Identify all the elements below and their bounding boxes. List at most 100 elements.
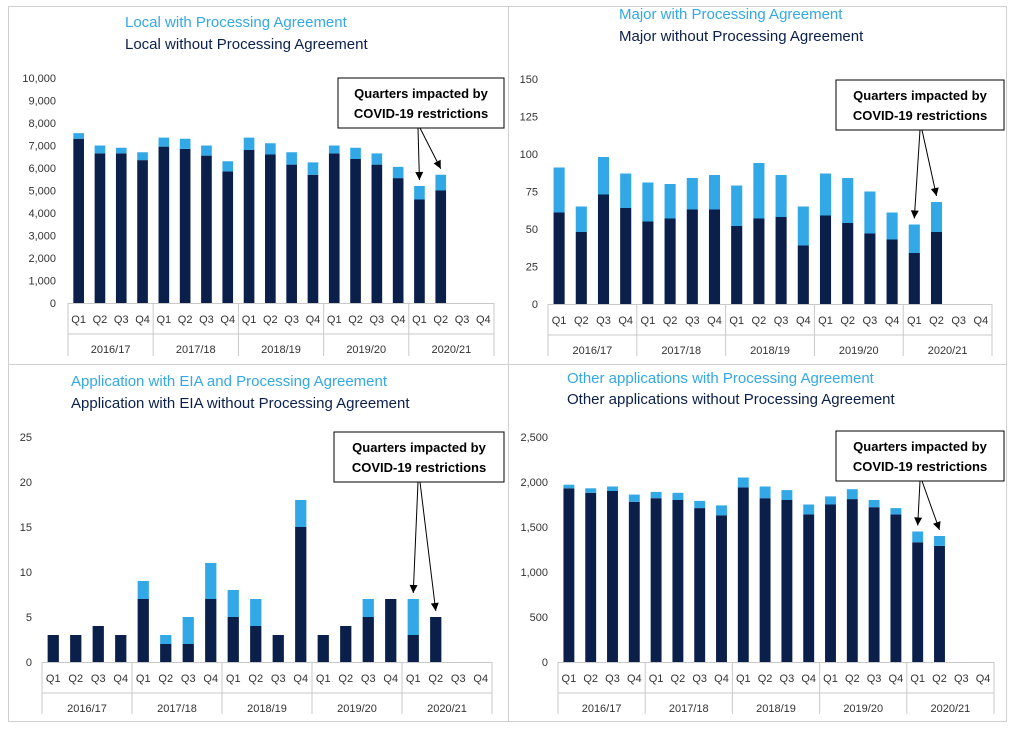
local-ytick-label: 3,000 (28, 231, 56, 243)
local-bar-without (179, 148, 191, 303)
other-ytick-label: 2,500 (520, 432, 548, 444)
other-bar-without (628, 501, 640, 662)
eia-quarter-label: Q2 (338, 673, 353, 685)
eia-title-without: Application with EIA without Processing … (71, 395, 410, 412)
major-quarter-label: Q3 (774, 315, 789, 327)
other-year-label: 2020/21 (931, 703, 971, 715)
local-bar-without (243, 150, 255, 303)
eia-year-label: 2019/20 (337, 703, 377, 715)
eia-quarter-label: Q1 (406, 673, 421, 685)
major-quarter-label: Q2 (840, 315, 855, 327)
local-year-label: 2019/20 (346, 344, 386, 356)
other-bar-without (825, 504, 836, 662)
other-quarter-label: Q2 (671, 673, 686, 685)
chart-major: Major with Processing Agreement Major wit… (520, 6, 1005, 357)
eia-quarter-label: Q1 (46, 673, 61, 685)
other-bar-without (934, 545, 945, 662)
major-quarter-label: Q3 (596, 315, 611, 327)
eia-callout-box (333, 431, 505, 483)
major-quarter-label: Q4 (707, 315, 722, 327)
major-bar-with (731, 185, 743, 226)
local-bar-without (265, 154, 276, 303)
other-callout-text: Quarters impacted by (853, 439, 987, 454)
local-bar-without (286, 164, 297, 303)
major-quarter-label: Q2 (574, 315, 589, 327)
other-bar-without (759, 498, 771, 662)
other-bar-without (781, 500, 793, 662)
eia-bar-without (250, 626, 262, 662)
local-quarter-label: Q3 (199, 314, 214, 326)
local-ytick-label: 7,000 (28, 141, 56, 153)
major-bar-with (642, 182, 654, 222)
major-ytick-label: 150 (520, 74, 538, 86)
eia-bar-with (362, 599, 374, 617)
local-bar-without (307, 174, 319, 303)
other-bar-with (672, 492, 684, 500)
other-bar-with (759, 486, 771, 499)
eia-bar-without (317, 635, 329, 662)
eia-year-label: 2017/18 (157, 703, 197, 715)
major-title-without: Major without Processing Agreement (619, 28, 864, 45)
local-bar-with (243, 137, 255, 150)
other-bar-with (737, 477, 749, 488)
major-bar-with (664, 184, 676, 219)
eia-callout-arrow (419, 481, 437, 612)
other-quarter-label: Q4 (714, 673, 729, 685)
major-bar-without (930, 232, 943, 304)
other-callout-arrowhead (933, 521, 941, 530)
major-ytick-label: 125 (520, 112, 538, 124)
major-bar-with (930, 202, 943, 232)
major-bar-with (753, 163, 765, 219)
eia-quarter-label: Q2 (68, 673, 83, 685)
other-title-with: Other applications with Processing Agree… (567, 370, 875, 387)
other-quarter-label: Q3 (692, 673, 707, 685)
eia-quarter-label: Q3 (361, 673, 376, 685)
other-quarter-label: Q1 (649, 673, 664, 685)
local-quarter-label: Q2 (93, 314, 108, 326)
local-bar-with (94, 145, 106, 154)
other-bar-with (694, 500, 706, 509)
major-bar-with (775, 175, 787, 217)
eia-ytick-label: 25 (20, 432, 32, 444)
other-bar-without (585, 492, 597, 662)
major-callout-arrowhead (930, 187, 939, 196)
major-bar-without (553, 212, 565, 304)
eia-callout-text: COVID-19 restrictions (352, 460, 486, 475)
local-quarter-label: Q3 (114, 314, 129, 326)
other-ytick-label: 1,500 (520, 522, 548, 534)
eia-callout-text: Quarters impacted by (352, 440, 486, 455)
other-bar-with (825, 496, 836, 505)
eia-bar-with (250, 599, 262, 626)
local-bar-with (328, 145, 340, 154)
eia-bar-without (407, 635, 419, 662)
eia-quarter-label: Q2 (428, 673, 443, 685)
eia-quarter-label: Q3 (271, 673, 286, 685)
eia-bar-without (47, 635, 59, 662)
major-bar-with (819, 173, 832, 216)
major-bar-without (708, 209, 721, 304)
major-bar-with (908, 224, 920, 253)
major-year-label: 2020/21 (928, 345, 968, 357)
eia-bar-without (430, 617, 442, 662)
eia-bar-without (182, 644, 194, 662)
major-bar-without (686, 209, 698, 304)
local-bar-with (265, 143, 276, 155)
eia-quarter-label: Q3 (451, 673, 466, 685)
eia-bar-without (272, 635, 284, 662)
local-quarter-label: Q2 (433, 314, 448, 326)
local-bar-with (201, 145, 212, 156)
eia-year-label: 2016/17 (67, 703, 107, 715)
other-quarter-label: Q3 (867, 673, 882, 685)
panel-border-bottom-left (8, 364, 509, 722)
other-quarter-label: Q2 (758, 673, 773, 685)
local-callout-text: Quarters impacted by (354, 86, 488, 101)
other-year-label: 2018/19 (756, 703, 796, 715)
other-quarter-label: Q2 (583, 673, 598, 685)
local-bar-with (137, 152, 148, 161)
major-ytick-label: 50 (526, 224, 538, 236)
eia-bar-without (362, 617, 374, 662)
major-bar-without (908, 253, 920, 304)
local-quarter-label: Q1 (71, 314, 86, 326)
eia-quarter-label: Q4 (383, 673, 398, 685)
